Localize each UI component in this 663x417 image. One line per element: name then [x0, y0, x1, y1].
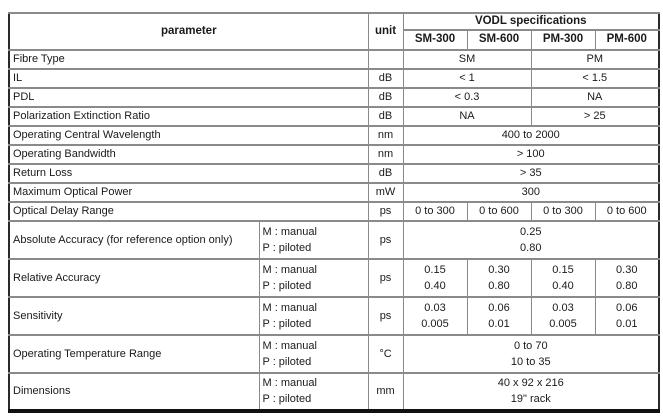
- unit-cell: nm: [367, 143, 404, 165]
- value-cell: < 1: [402, 67, 532, 89]
- table-row: Absolute Accuracy (for reference option …: [8, 219, 660, 260]
- parameter-cell: Operating Central Wavelength: [8, 124, 369, 146]
- value-cell: NA: [402, 105, 532, 127]
- value-cell: 0.03 0.005: [402, 295, 468, 336]
- value-cell: SM: [402, 48, 532, 70]
- table-row: Maximum Optical Power mW 300: [8, 181, 660, 203]
- unit-cell: [367, 48, 404, 70]
- column-header-vodl-specifications: VODL specifications: [402, 12, 660, 31]
- vodl-specifications-table-wrap: parameter unit VODL specifications SM-30…: [8, 12, 661, 413]
- table-row: IL dB < 1 < 1.5: [8, 67, 660, 89]
- parameter-cell: Maximum Optical Power: [8, 181, 369, 203]
- column-header-pm-300: PM-300: [530, 28, 596, 51]
- parameter-cell: Absolute Accuracy (for reference option …: [8, 219, 260, 260]
- header-row-group: parameter unit VODL specifications: [8, 12, 660, 51]
- value-cell: 0.25 0.80: [402, 219, 660, 260]
- value-cell: NA: [530, 86, 660, 108]
- parameter-cell: Sensitivity: [8, 295, 260, 336]
- table-body: Fibre Type SM PM IL dB < 1 < 1.5 PDL dB < 0.3 NA Po…: [8, 48, 660, 412]
- value-cell: > 25: [530, 105, 660, 127]
- parameter-cell: Relative Accuracy: [8, 257, 260, 298]
- parameter-cell: PDL: [8, 86, 369, 108]
- column-header-parameter: parameter: [8, 12, 369, 51]
- header-row-models: SM-300 SM-600 PM-300 PM-600: [9, 28, 660, 51]
- unit-cell: dB: [367, 86, 404, 108]
- value-cell: 0.03 0.005: [530, 295, 596, 336]
- value-cell: 0.06 0.01: [594, 295, 660, 336]
- table-row: Operating Temperature Range M : manual P :…: [8, 333, 660, 374]
- value-cell: 40 x 92 x 216 19" rack: [402, 371, 660, 412]
- unit-cell: mm: [367, 371, 404, 412]
- mode-cell: M : manual P : piloted: [258, 371, 369, 412]
- table-row: Optical Delay Range ps 0 to 300 0 to 600 0 t…: [8, 200, 660, 222]
- value-cell: 0.30 0.80: [594, 257, 660, 298]
- table-row: PDL dB < 0.3 NA: [8, 86, 660, 108]
- column-header-pm-600: PM-600: [594, 28, 660, 51]
- value-cell: 300: [402, 181, 660, 203]
- column-header-sm-300: SM-300: [402, 28, 468, 51]
- value-cell: PM: [530, 48, 660, 70]
- parameter-cell: Dimensions: [8, 371, 260, 412]
- unit-cell: ps: [367, 295, 404, 336]
- table-row: Polarization Extinction Ratio dB NA > 25: [8, 105, 660, 127]
- table-row: Fibre Type SM PM: [8, 48, 660, 70]
- mode-cell: M : manual P : piloted: [258, 219, 369, 260]
- table-row: Return Loss dB > 35: [8, 162, 660, 184]
- table-header: parameter unit VODL specifications SM-30…: [8, 12, 660, 51]
- parameter-cell: Optical Delay Range: [8, 200, 369, 222]
- value-cell: < 0.3: [402, 86, 532, 108]
- value-cell: 0 to 300: [402, 200, 468, 222]
- mode-cell: M : manual P : piloted: [258, 257, 369, 298]
- table-row: Operating Bandwidth nm > 100: [8, 143, 660, 165]
- table-row: Dimensions M : manual P : piloted mm 40 x 92…: [8, 371, 660, 412]
- value-cell: 0 to 600: [594, 200, 660, 222]
- unit-cell: dB: [367, 105, 404, 127]
- parameter-cell: Operating Bandwidth: [8, 143, 369, 165]
- value-cell: 0 to 600: [466, 200, 532, 222]
- value-cell: 0.30 0.80: [466, 257, 532, 298]
- value-cell: 0 to 300: [530, 200, 596, 222]
- vodl-specifications-table: parameter unit VODL specifications SM-30…: [8, 12, 661, 413]
- value-cell: 0 to 70 10 to 35: [402, 333, 660, 374]
- table-row: Sensitivity M : manual P : piloted ps 0.03 0.…: [8, 295, 660, 336]
- value-cell: 0.15 0.40: [402, 257, 468, 298]
- value-cell: 400 to 2000: [402, 124, 660, 146]
- unit-cell: nm: [367, 124, 404, 146]
- column-header-unit: unit: [367, 12, 404, 51]
- unit-cell: mW: [367, 181, 404, 203]
- parameter-cell: Fibre Type: [8, 48, 369, 70]
- unit-cell: dB: [367, 162, 404, 184]
- value-cell: 0.06 0.01: [466, 295, 532, 336]
- parameter-cell: IL: [8, 67, 369, 89]
- value-cell: 0.15 0.40: [530, 257, 596, 298]
- parameter-cell: Return Loss: [8, 162, 369, 184]
- value-cell: < 1.5: [530, 67, 660, 89]
- value-cell: > 35: [402, 162, 660, 184]
- unit-cell: ps: [367, 200, 404, 222]
- table-row: Relative Accuracy M : manual P : piloted ps…: [8, 257, 660, 298]
- parameter-cell: Operating Temperature Range: [8, 333, 260, 374]
- column-header-sm-600: SM-600: [466, 28, 532, 51]
- value-cell: > 100: [402, 143, 660, 165]
- unit-cell: °C: [367, 333, 404, 374]
- parameter-cell: Polarization Extinction Ratio: [8, 105, 369, 127]
- mode-cell: M : manual P : piloted: [258, 333, 369, 374]
- unit-cell: ps: [367, 219, 404, 260]
- unit-cell: ps: [367, 257, 404, 298]
- table-row: Operating Central Wavelength nm 400 to 200…: [8, 124, 660, 146]
- unit-cell: dB: [367, 67, 404, 89]
- mode-cell: M : manual P : piloted: [258, 295, 369, 336]
